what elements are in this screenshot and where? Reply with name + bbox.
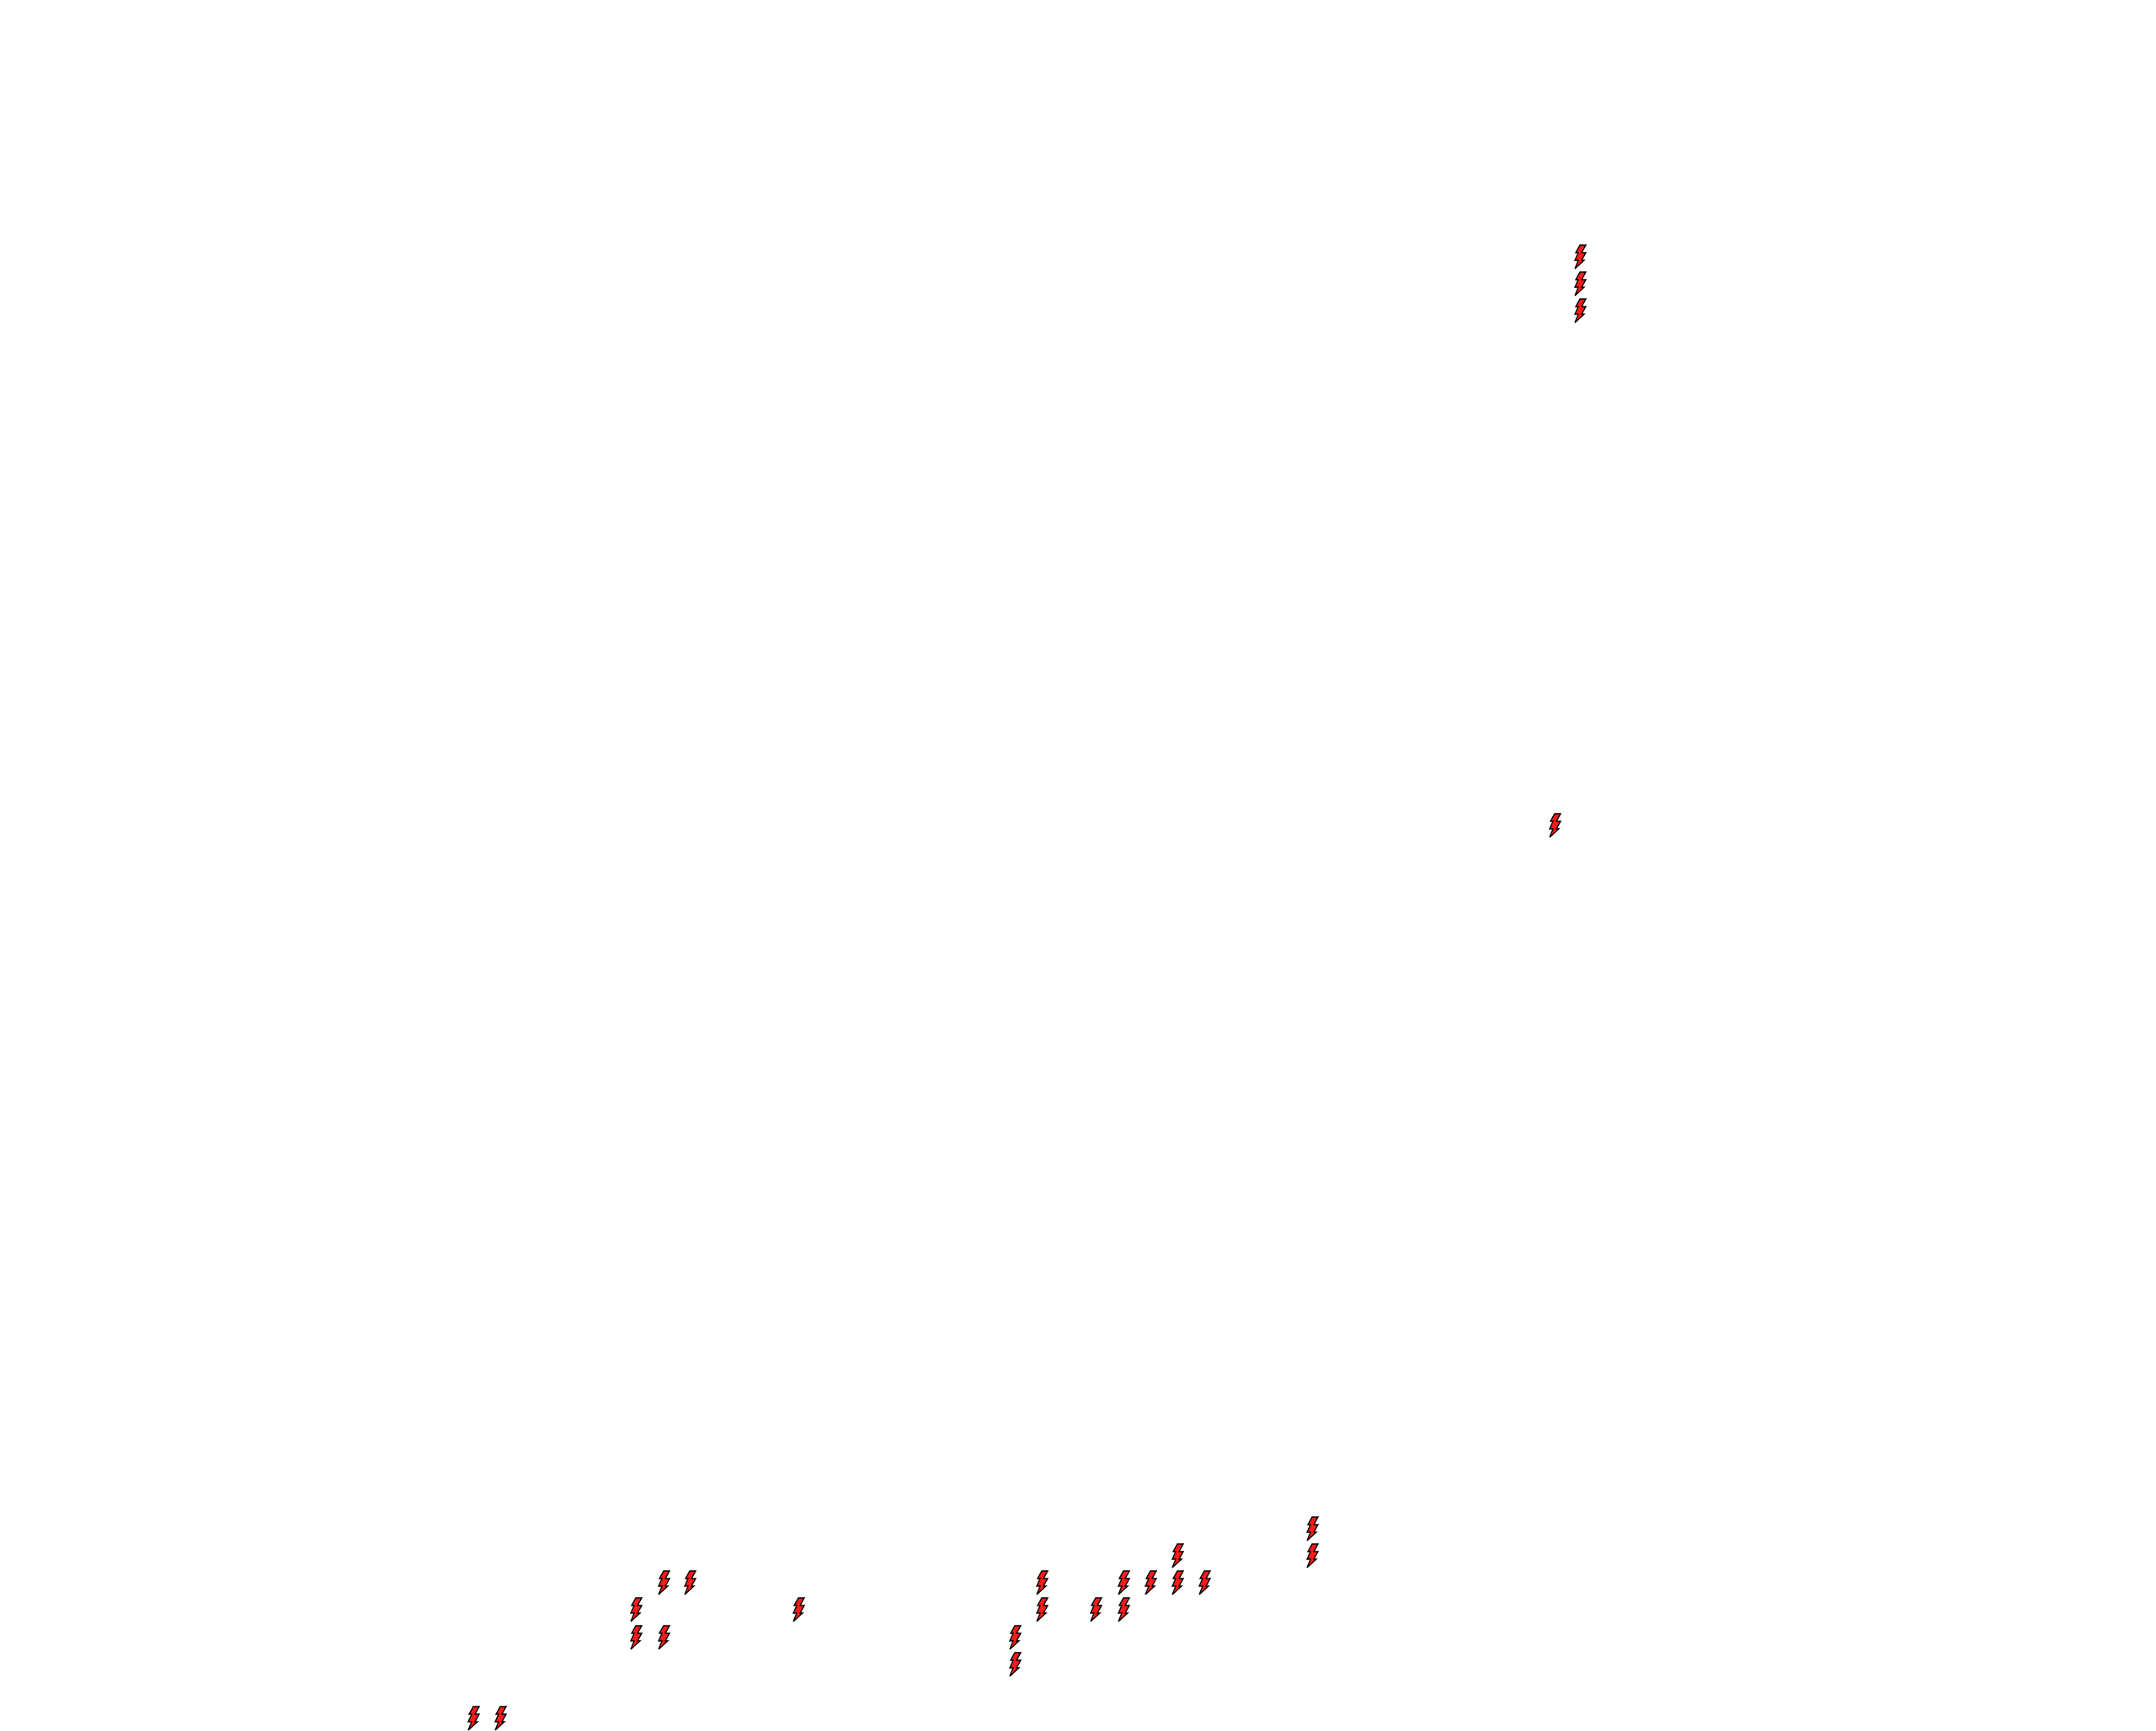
lightning-bolt-icon[interactable] xyxy=(1196,1570,1213,1595)
lightning-bolt-icon[interactable] xyxy=(1304,1516,1321,1541)
lightning-bolt-icon[interactable] xyxy=(627,1625,644,1650)
lightning-bolt-icon[interactable] xyxy=(1169,1543,1186,1568)
lightning-bolt-icon[interactable] xyxy=(1572,271,1588,297)
lightning-bolt-icon[interactable] xyxy=(655,1625,672,1650)
lightning-bolt-icon[interactable] xyxy=(655,1570,672,1595)
lightning-bolt-icon[interactable] xyxy=(1033,1570,1050,1595)
lightning-bolt-icon[interactable] xyxy=(790,1597,807,1622)
lightning-bolt-icon[interactable] xyxy=(1115,1570,1132,1595)
lightning-bolt-icon[interactable] xyxy=(1546,813,1563,838)
lightning-bolt-icon[interactable] xyxy=(1169,1570,1186,1595)
lightning-bolt-icon[interactable] xyxy=(465,1706,482,1731)
lightning-bolt-icon[interactable] xyxy=(627,1597,644,1622)
lightning-bolt-icon[interactable] xyxy=(681,1570,698,1595)
lightning-bolt-icon[interactable] xyxy=(1142,1570,1159,1595)
lightning-bolt-icon[interactable] xyxy=(1006,1652,1023,1677)
lightning-bolt-icon[interactable] xyxy=(1087,1597,1104,1622)
lightning-bolt-icon[interactable] xyxy=(1304,1543,1321,1568)
lightning-bolt-icon[interactable] xyxy=(1006,1625,1023,1650)
lightning-bolt-icon[interactable] xyxy=(1115,1597,1132,1622)
lightning-bolt-icon[interactable] xyxy=(1033,1597,1050,1622)
lightning-bolt-icon[interactable] xyxy=(1572,298,1588,323)
lightning-bolt-icon[interactable] xyxy=(1572,244,1588,270)
lightning-bolt-icon[interactable] xyxy=(492,1706,509,1731)
